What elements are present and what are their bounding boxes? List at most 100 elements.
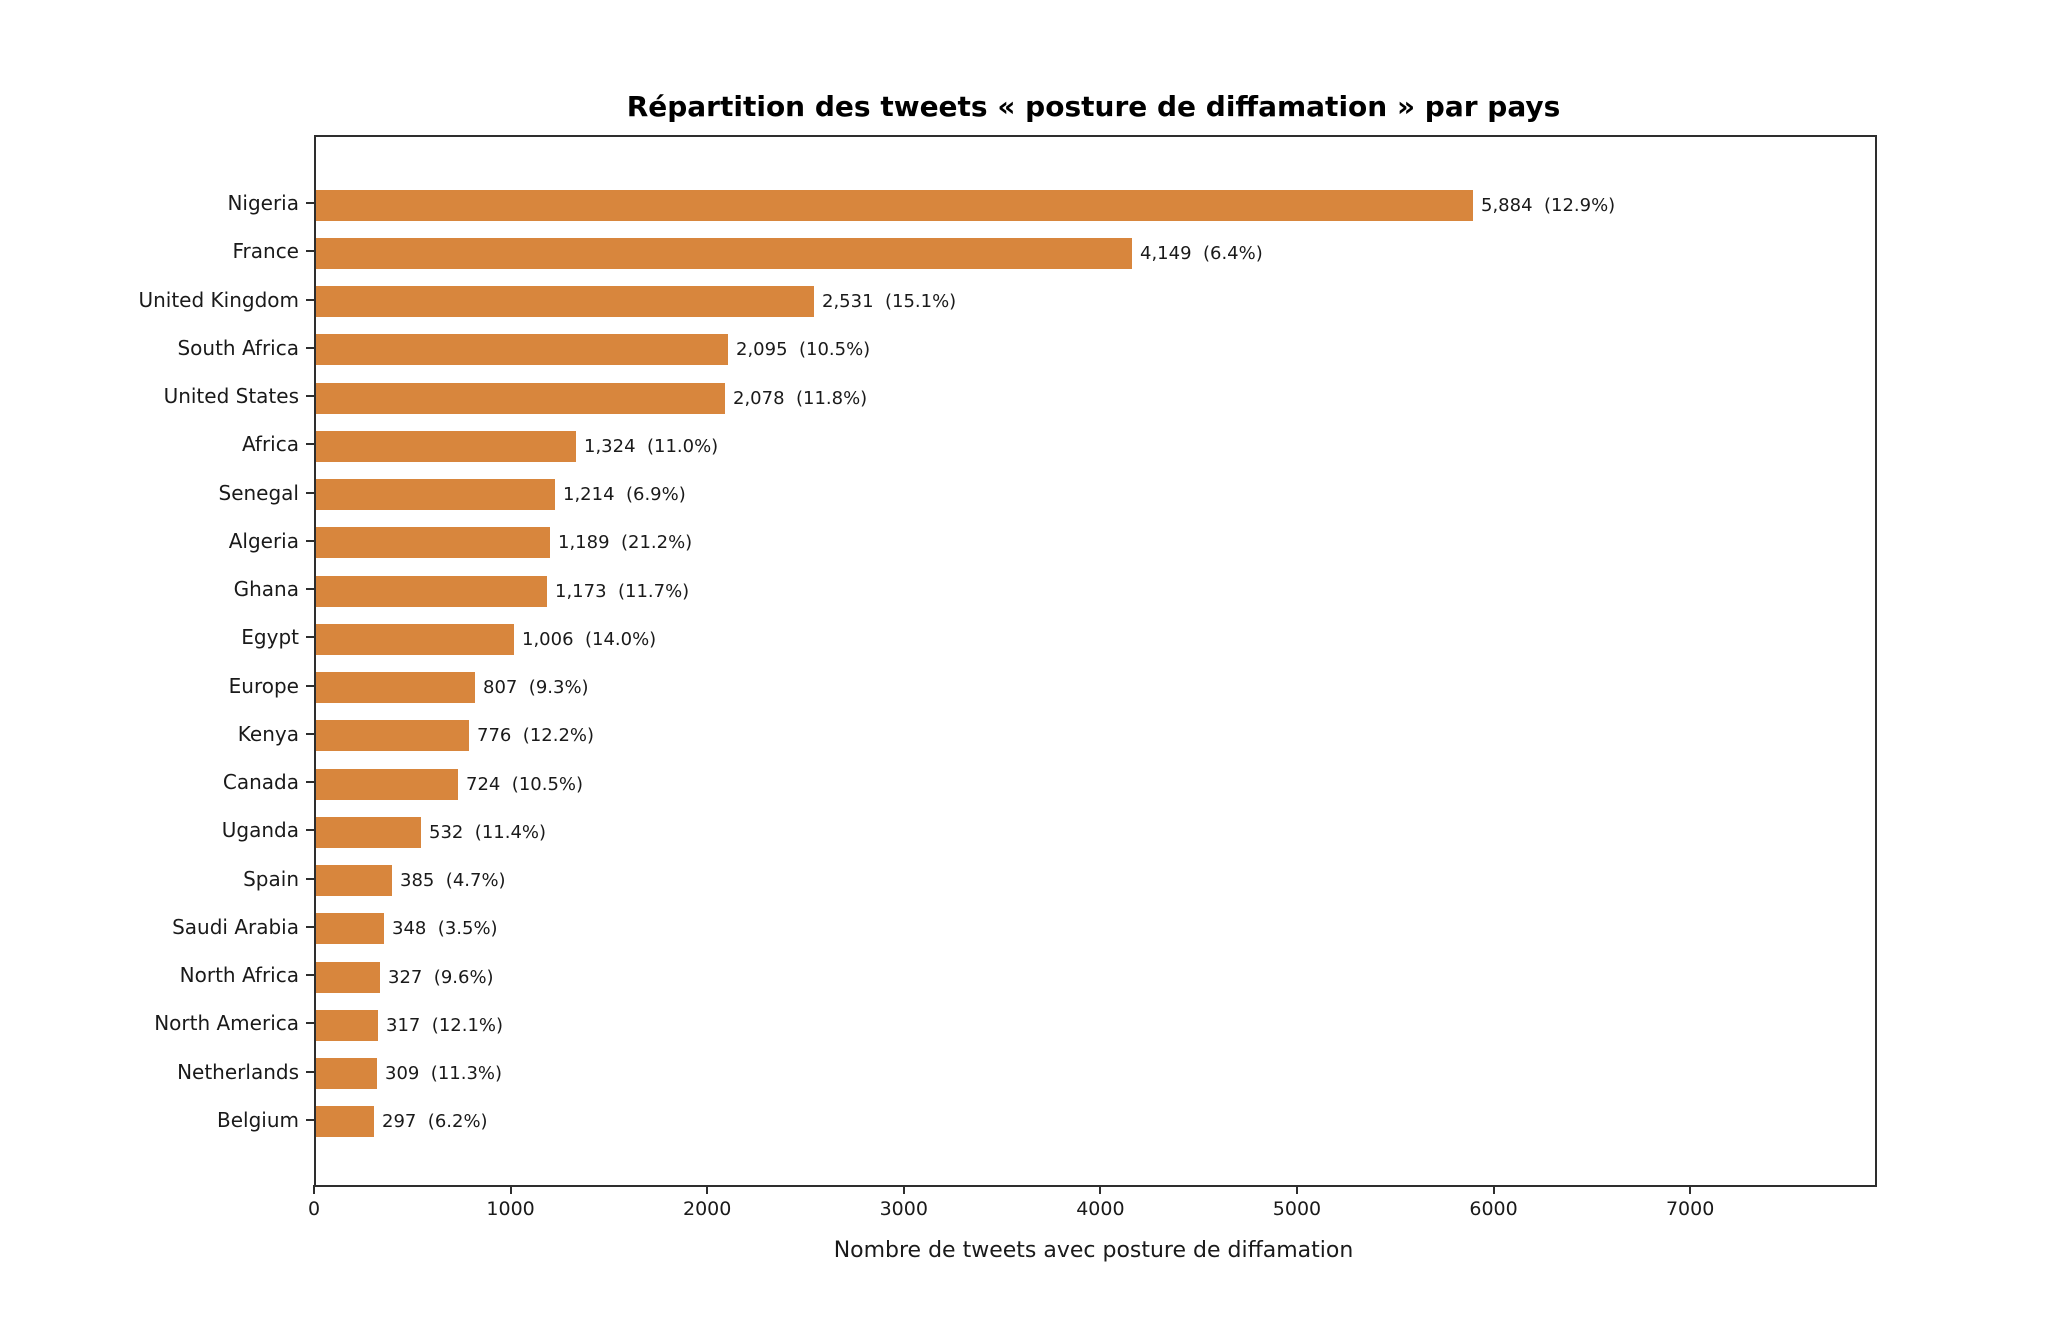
x-tick-label: 6000 bbox=[1469, 1198, 1518, 1220]
bar-row: 4,149 (6.4%) bbox=[316, 237, 1875, 269]
y-tick-mark bbox=[306, 684, 314, 687]
bar-value-label: 1,006 (14.0%) bbox=[522, 628, 657, 650]
x-tick-label: 7000 bbox=[1665, 1198, 1715, 1220]
bar-row: 1,214 (6.9%) bbox=[316, 479, 1875, 510]
y-tick-mark bbox=[306, 346, 314, 349]
y-tick-label: Ghana bbox=[233, 577, 299, 601]
bar-value-label: 297 (6.2%) bbox=[382, 1111, 488, 1133]
bar bbox=[316, 672, 475, 703]
bar-value-label: 532 (11.4%) bbox=[429, 821, 547, 843]
bar bbox=[316, 575, 547, 607]
y-tick-mark bbox=[306, 877, 314, 880]
x-tick-mark bbox=[1689, 1185, 1692, 1194]
bar bbox=[316, 1058, 377, 1089]
bar-value-label: 327 (9.6%) bbox=[388, 966, 494, 988]
bar bbox=[316, 961, 380, 993]
x-tick-label: 0 bbox=[307, 1198, 321, 1220]
x-tick-label: 1000 bbox=[486, 1198, 535, 1220]
bar-value-label: 2,078 (11.8%) bbox=[733, 387, 868, 409]
bar-row: 348 (3.5%) bbox=[316, 913, 1875, 945]
y-tick-mark bbox=[306, 443, 314, 446]
y-tick-mark bbox=[306, 636, 314, 639]
bar-row: 327 (9.6%) bbox=[316, 961, 1875, 993]
bar-row: 1,189 (21.2%) bbox=[316, 527, 1875, 559]
bar bbox=[316, 623, 514, 655]
y-tick-label: United States bbox=[163, 384, 299, 408]
y-tick-label: United Kingdom bbox=[138, 287, 299, 312]
y-tick-label: South Africa bbox=[177, 335, 299, 360]
x-tick-mark bbox=[902, 1185, 905, 1194]
bar-row: 309 (11.3%) bbox=[316, 1058, 1875, 1089]
y-tick-label: Kenya bbox=[237, 721, 299, 746]
y-tick-label: Belgium bbox=[217, 1107, 299, 1132]
x-tick-label: 5000 bbox=[1272, 1198, 1322, 1220]
bar bbox=[316, 1009, 378, 1041]
y-tick-label: Egypt bbox=[241, 625, 299, 650]
bar-value-label: 776 (12.2%) bbox=[477, 725, 595, 747]
bar-row: 385 (4.7%) bbox=[316, 865, 1875, 896]
y-tick-mark bbox=[306, 395, 314, 397]
bar bbox=[316, 237, 1132, 269]
y-tick-mark bbox=[306, 202, 314, 204]
x-tick-mark bbox=[706, 1185, 709, 1194]
bar bbox=[316, 865, 392, 896]
bar bbox=[316, 430, 576, 462]
bar bbox=[316, 189, 1473, 221]
y-tick-mark bbox=[306, 298, 314, 301]
y-tick-mark bbox=[306, 829, 314, 832]
bar-value-label: 385 (4.7%) bbox=[400, 870, 506, 891]
bar-row: 1,324 (11.0%) bbox=[316, 430, 1875, 462]
bar-row: 5,884 (12.9%) bbox=[316, 189, 1875, 221]
x-tick-mark bbox=[313, 1185, 315, 1194]
bar-row: 2,531 (15.1%) bbox=[316, 286, 1875, 317]
y-tick-mark bbox=[306, 1118, 314, 1121]
bar-row: 532 (11.4%) bbox=[316, 816, 1875, 848]
bar-value-label: 724 (10.5%) bbox=[466, 773, 584, 795]
x-tick-mark bbox=[509, 1185, 512, 1194]
bar-value-label: 1,189 (21.2%) bbox=[558, 532, 693, 554]
y-tick-label: Spain bbox=[243, 866, 299, 891]
x-tick-label: 2000 bbox=[683, 1198, 732, 1220]
bar-value-label: 2,531 (15.1%) bbox=[822, 291, 957, 312]
bar-row: 724 (10.5%) bbox=[316, 768, 1875, 800]
bar-row: 297 (6.2%) bbox=[316, 1106, 1875, 1138]
bar bbox=[316, 1106, 374, 1138]
chart-title: Répartition des tweets « posture de diff… bbox=[626, 90, 1561, 123]
x-tick-label: 3000 bbox=[879, 1198, 928, 1220]
bar-value-label: 1,214 (6.9%) bbox=[563, 484, 686, 505]
y-tick-label: Nigeria bbox=[227, 191, 299, 215]
bar bbox=[316, 334, 728, 366]
y-tick-mark bbox=[306, 781, 314, 783]
y-tick-label: Africa bbox=[241, 432, 299, 457]
bar-row: 317 (12.1%) bbox=[316, 1009, 1875, 1041]
x-tick-label: 4000 bbox=[1076, 1198, 1125, 1220]
y-tick-mark bbox=[306, 1022, 314, 1025]
y-tick-label: Netherlands bbox=[177, 1059, 299, 1084]
y-tick-mark bbox=[306, 250, 314, 253]
bar-row: 1,006 (14.0%) bbox=[316, 623, 1875, 655]
bar-value-label: 317 (12.1%) bbox=[386, 1014, 504, 1036]
x-tick-mark bbox=[1295, 1185, 1298, 1194]
y-tick-label: Saudi Arabia bbox=[172, 914, 299, 939]
bar-value-label: 1,324 (11.0%) bbox=[584, 435, 719, 457]
y-tick-label: Uganda bbox=[221, 818, 299, 843]
y-tick-mark bbox=[306, 732, 314, 735]
plot-area: 5,884 (12.9%) 4,149 (6.4%) 2,531 (15.1%) 2,… bbox=[314, 135, 1877, 1187]
bar-row: 807 (9.3%) bbox=[316, 672, 1875, 703]
y-tick-label: North America bbox=[154, 1011, 299, 1036]
bar-value-label: 309 (11.3%) bbox=[385, 1063, 503, 1084]
y-tick-label: Algeria bbox=[228, 528, 299, 553]
x-tick-mark bbox=[1492, 1185, 1495, 1194]
bar-value-label: 4,149 (6.4%) bbox=[1140, 242, 1263, 264]
y-tick-label: Senegal bbox=[218, 480, 300, 505]
y-tick-label: France bbox=[232, 239, 299, 264]
bar bbox=[316, 720, 469, 752]
x-tick-mark bbox=[1099, 1185, 1102, 1194]
bar-row: 2,078 (11.8%) bbox=[316, 382, 1875, 414]
bar bbox=[316, 816, 421, 848]
y-tick-mark bbox=[306, 925, 314, 928]
y-tick-mark bbox=[306, 588, 314, 590]
bar-value-label: 807 (9.3%) bbox=[483, 677, 589, 698]
bar bbox=[316, 382, 725, 414]
